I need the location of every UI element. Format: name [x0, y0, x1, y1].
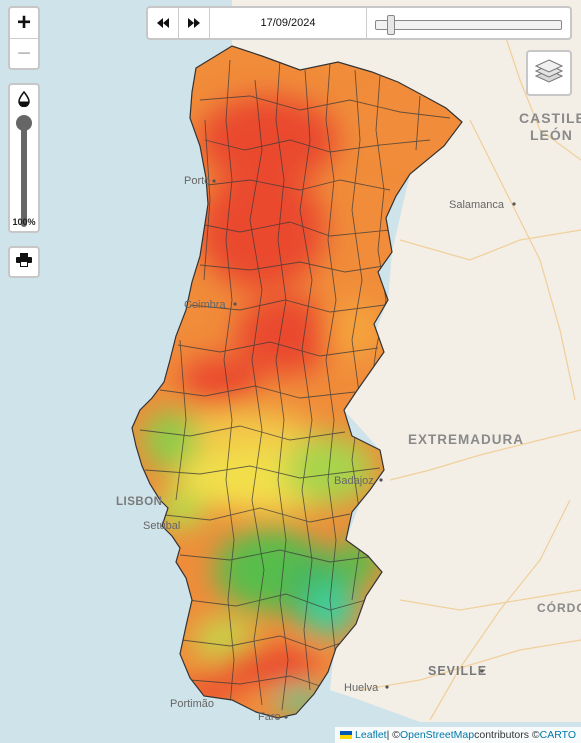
roads	[359, 19, 581, 721]
print-button[interactable]	[8, 246, 40, 278]
label-castile: CASTILE	[519, 110, 581, 126]
attribution-contributors: contributors ©	[474, 729, 540, 741]
label-faro: Faro	[258, 711, 281, 723]
zoom-out-button[interactable]: −	[10, 38, 38, 69]
label-coimbra: Coimbra	[184, 299, 226, 311]
time-slider-rail[interactable]	[375, 20, 562, 30]
water-drop-icon	[18, 90, 30, 112]
fast-forward-icon	[188, 16, 200, 31]
zoom-in-button[interactable]: +	[16, 9, 31, 36]
label-setubal: Setúbal	[143, 520, 180, 532]
label-portimao: Portimão	[170, 698, 214, 710]
label-badajoz: Badajoz	[334, 475, 374, 487]
opacity-control: 100%	[8, 83, 40, 233]
printer-icon	[16, 252, 32, 272]
label-leon: LEÓN	[530, 126, 573, 143]
ukraine-flag-icon	[340, 731, 353, 739]
rewind-icon	[157, 16, 169, 31]
label-seville: SEVILLE	[428, 664, 487, 678]
city-dot-coimbra	[233, 302, 237, 306]
attribution-separator: | ©	[386, 729, 400, 741]
city-dot-porto	[212, 179, 216, 183]
spain-land	[232, 0, 581, 722]
city-dot-seville	[480, 669, 484, 673]
layers-button[interactable]	[526, 50, 572, 96]
place-labels: CASTILE LEÓN EXTREMADURA CÓRDO SEVILLE P…	[116, 110, 581, 723]
time-slider[interactable]	[367, 8, 570, 38]
step-backward-button[interactable]	[148, 8, 179, 38]
city-dot-badajoz	[379, 478, 383, 482]
label-extremadura: EXTREMADURA	[408, 432, 524, 447]
label-porto: Porto	[184, 175, 210, 187]
label-huelva: Huelva	[344, 682, 379, 694]
time-slider-handle[interactable]	[387, 15, 395, 35]
label-cordoba: CÓRDO	[537, 600, 581, 615]
carto-link[interactable]: CARTO	[539, 729, 576, 741]
label-lisbon: LISBON	[116, 496, 162, 508]
city-dot-salamanca	[512, 202, 516, 206]
opacity-slider-track[interactable]	[21, 119, 27, 227]
city-dot-huelva	[385, 685, 389, 689]
portugal-border	[131, 45, 463, 719]
leaflet-link[interactable]: Leaflet	[355, 729, 387, 741]
zoom-control: + −	[8, 6, 40, 70]
city-dot-faro	[284, 715, 288, 719]
opacity-value: 100%	[12, 217, 36, 227]
attribution: Leaflet | © OpenStreetMap contributors ©…	[335, 727, 581, 743]
step-forward-button[interactable]	[179, 8, 210, 38]
label-salamanca: Salamanca	[449, 199, 505, 211]
current-date: 17/09/2024	[210, 8, 367, 38]
osm-link[interactable]: OpenStreetMap	[399, 729, 475, 741]
layers-icon	[534, 58, 564, 89]
opacity-slider-handle[interactable]	[16, 115, 32, 131]
time-control-bar: 17/09/2024	[146, 6, 572, 40]
